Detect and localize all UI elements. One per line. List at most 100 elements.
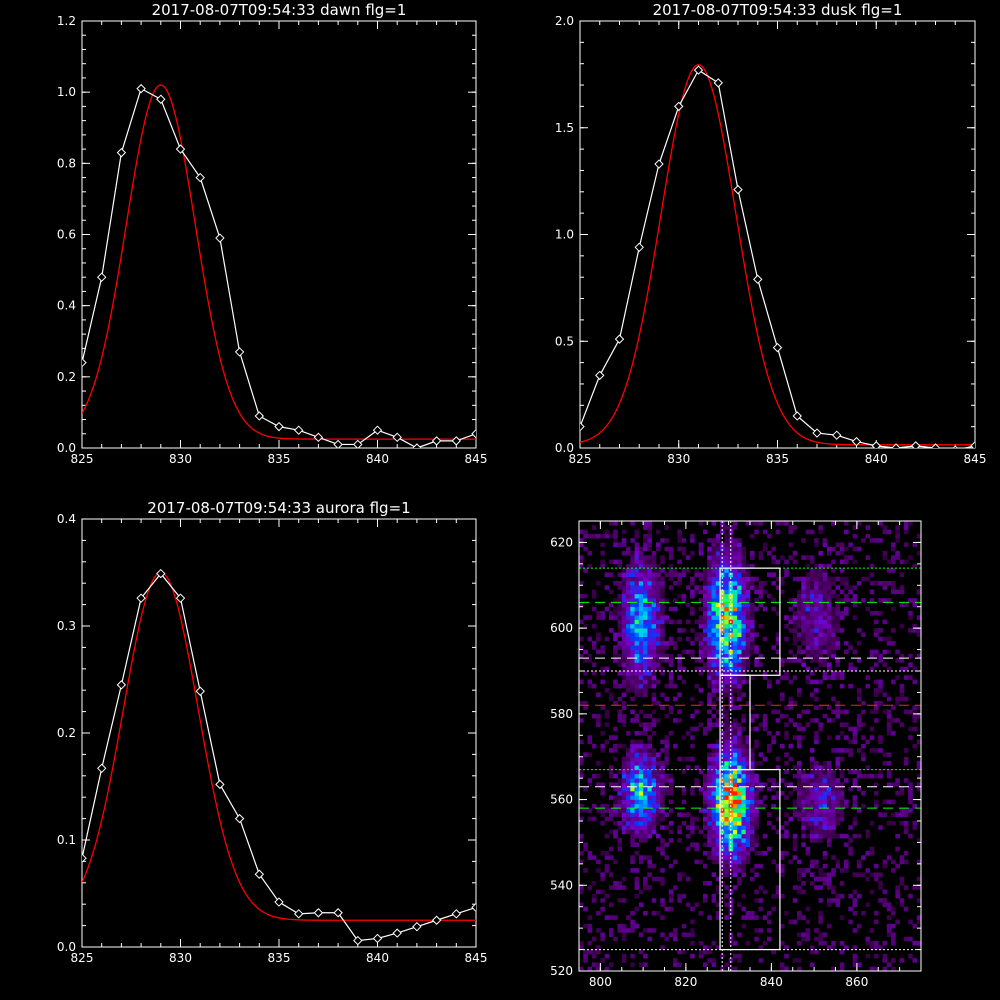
heatmap-cell (814, 636, 819, 642)
heatmap-cell (844, 581, 849, 586)
y-tick-label: 0.3 (57, 619, 76, 633)
heatmap-cell (822, 786, 828, 792)
heatmap-cell (724, 581, 729, 586)
heatmap-cell (899, 855, 905, 860)
heatmap-cell (621, 795, 627, 800)
heatmap-cell (651, 808, 657, 813)
heatmap-cell (600, 821, 605, 826)
heatmap-cell (831, 855, 836, 860)
heatmap-cell (916, 615, 921, 620)
heatmap-cell (801, 726, 806, 732)
heatmap-cell (715, 576, 721, 582)
heatmap-cell (741, 559, 747, 565)
heatmap-cell (613, 773, 618, 779)
heatmap-cell (741, 748, 747, 753)
heatmap-cell (737, 696, 742, 702)
heatmap-cell (797, 658, 802, 663)
heatmap-cell (655, 589, 661, 595)
heatmap-cell (626, 572, 631, 578)
heatmap-cell (797, 795, 802, 800)
data-point (753, 274, 763, 285)
heatmap-cell (750, 808, 755, 813)
heatmap-cell (677, 666, 682, 672)
heatmap-cell (916, 761, 921, 766)
data-point (372, 425, 383, 435)
heatmap-cell (634, 881, 640, 886)
heatmap-cell (741, 628, 747, 633)
heatmap-cell (634, 876, 640, 882)
heatmap-cell (873, 692, 879, 698)
heatmap-cell (852, 902, 858, 908)
heatmap-cell (758, 958, 764, 963)
heatmap-cell (651, 675, 657, 680)
heatmap-cell (724, 812, 729, 818)
heatmap-cell (643, 546, 648, 552)
heatmap-cell (732, 868, 738, 873)
heatmap-cell (814, 838, 819, 843)
heatmap-cell (634, 825, 640, 830)
heatmap-cell (865, 525, 870, 530)
heatmap-cell (818, 551, 823, 556)
heatmap-cell (818, 653, 823, 659)
heatmap-cell (660, 816, 665, 822)
heatmap-cell (895, 863, 900, 869)
heatmap-cell (895, 791, 900, 796)
heatmap-cell (621, 529, 627, 535)
heatmap-cell (626, 653, 631, 659)
heatmap-cell (809, 589, 815, 595)
heatmap-cell (651, 623, 657, 629)
heatmap-cell (818, 932, 823, 938)
heatmap-cell (681, 572, 687, 578)
heatmap-cell (655, 666, 661, 672)
heatmap-cell (613, 881, 618, 886)
heatmap-cell (741, 726, 747, 732)
heatmap-cell (724, 542, 729, 548)
heatmap-cell (844, 576, 849, 582)
heatmap-cell (809, 949, 815, 955)
heatmap-cell (839, 581, 845, 586)
heatmap-cell (664, 696, 670, 702)
heatmap-cell (732, 872, 738, 878)
heatmap-cell (732, 773, 738, 779)
heatmap-cell (869, 598, 875, 603)
heatmap-cell (621, 923, 627, 929)
heatmap-cell (809, 658, 815, 663)
heatmap-cell (737, 799, 742, 805)
dawn-panel: 825 830 835 840 8450.00.20.40.60.81.01.22017… (57, 1, 488, 466)
heatmap-cell (826, 589, 832, 595)
heatmap-cell (664, 641, 670, 646)
heatmap-cell (814, 816, 819, 822)
heatmap-cell (579, 808, 584, 813)
heatmap-cell (754, 786, 759, 792)
heatmap-cell (805, 619, 811, 625)
heatmap-cell (750, 563, 755, 569)
heatmap-cell (869, 726, 875, 732)
heatmap-cell (865, 683, 870, 689)
heatmap-cell (621, 623, 627, 629)
heatmap-cell (839, 803, 845, 809)
heatmap-cell (737, 765, 742, 770)
heatmap-cell (737, 876, 742, 882)
heatmap-cell (647, 808, 652, 813)
heatmap-cell (707, 915, 712, 920)
heatmap-cell (784, 671, 789, 676)
heatmap-cell (750, 581, 755, 586)
heatmap-cell (617, 606, 623, 612)
heatmap-cell (638, 748, 644, 753)
heatmap-cell (758, 752, 764, 758)
heatmap-cell (805, 722, 811, 728)
heatmap-cell (596, 632, 601, 638)
heatmap-cell (728, 842, 734, 848)
heatmap-cell (677, 658, 682, 663)
heatmap-cell (818, 799, 823, 805)
heatmap-cell (788, 919, 794, 925)
heatmap-cell (839, 748, 845, 753)
heatmap-cell (852, 799, 858, 805)
heatmap-cell (822, 598, 828, 603)
heatmap-cell (779, 791, 785, 796)
heatmap-cell (903, 851, 909, 856)
heatmap-cell (903, 542, 909, 548)
heatmap-cell (690, 816, 695, 822)
heatmap-cell (711, 538, 717, 543)
heatmap-cell (826, 765, 832, 770)
